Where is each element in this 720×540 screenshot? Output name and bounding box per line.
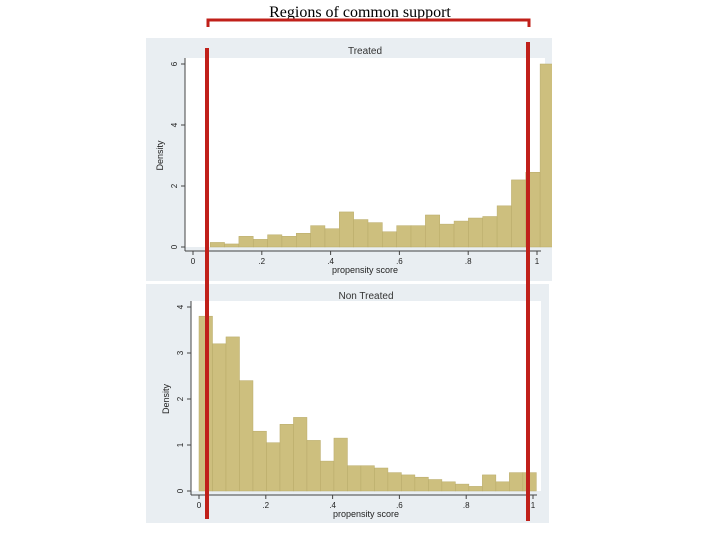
x-tick-label: .4 [329, 501, 336, 510]
x-tick-label: .2 [258, 257, 265, 266]
y-tick-label: 6 [170, 61, 179, 66]
x-tick-label: .2 [262, 501, 269, 510]
plot-area [185, 58, 545, 247]
y-tick-label: 3 [176, 350, 185, 355]
histogram-bar [539, 63, 552, 248]
y-tick-label: 0 [170, 244, 179, 249]
y-axis-label: Density [155, 140, 165, 171]
x-axis-label: propensity score [332, 265, 398, 275]
y-tick-label: 0 [176, 488, 185, 493]
x-tick-label: .8 [463, 501, 470, 510]
treated-histogram: 0 .2 .4 .6 .8 1 propensity score 0 2 4 6 Density Tre… [155, 46, 552, 275]
panel-title: Non Treated [338, 291, 393, 302]
x-tick-label: 1 [531, 501, 536, 510]
x-axis-label: propensity score [333, 509, 399, 519]
histogram-bar [333, 437, 348, 492]
y-tick-label: 2 [176, 396, 185, 401]
x-tick-label: .4 [327, 257, 334, 266]
nontreated-histogram: 0 .2 .4 .6 .8 1 propensity score 0 1 2 3 4 Density No… [161, 291, 541, 519]
panel-title: Treated [348, 46, 382, 57]
y-tick-label: 1 [176, 442, 185, 447]
y-tick-label: 2 [170, 183, 179, 188]
x-tick-label: .6 [396, 501, 403, 510]
common-support-bracket [206, 18, 531, 27]
y-axis-label: Density [161, 383, 171, 414]
x-tick-label: .8 [465, 257, 472, 266]
y-tick-label: 4 [170, 122, 179, 127]
x-tick-label: .6 [396, 257, 403, 266]
x-tick-label: 1 [535, 257, 540, 266]
x-tick-label: 0 [197, 501, 202, 510]
slide-title: Regions of common support [269, 4, 451, 21]
y-tick-label: 4 [176, 304, 185, 309]
x-tick-label: 0 [191, 257, 196, 266]
